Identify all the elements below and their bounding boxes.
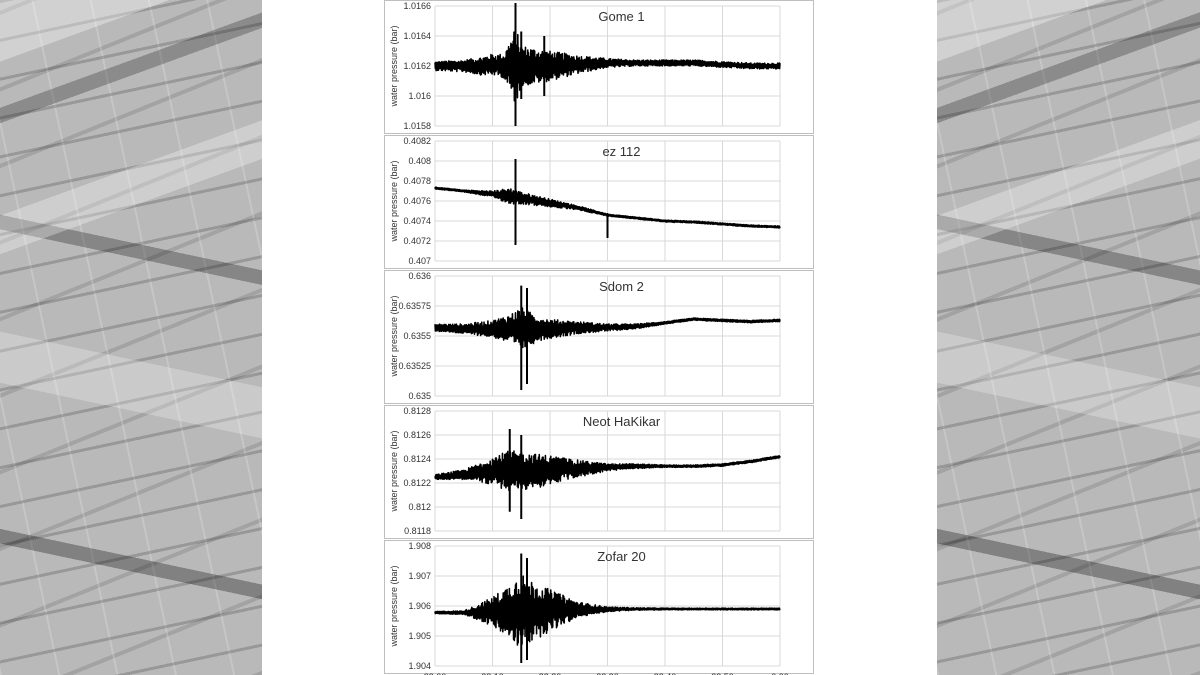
chart-panel-3: 0.635 0.63525 0.6355 0.63575 0.636 water pres…: [384, 270, 814, 404]
x-tick-label: 23:00: [424, 672, 447, 675]
y-tick-label: 1.906: [408, 601, 431, 611]
y-axis-label: water pressure (bar): [389, 430, 399, 512]
x-tick-label: 23:20: [539, 672, 562, 675]
chart-panel-1: 1.0158 1.016 1.0162 1.0164 1.0166 water press…: [384, 0, 814, 134]
y-axis-label: water pressure (bar): [389, 565, 399, 647]
y-tick-label: 0.636: [408, 271, 431, 281]
series-trace: [434, 450, 781, 492]
chart-frame: [384, 135, 814, 269]
y-tick-label: 0.8118: [404, 526, 431, 536]
x-tick-label: 23:10: [481, 672, 504, 675]
y-tick-label: 1.0166: [403, 1, 431, 11]
series-trace: [434, 575, 781, 646]
rock-photo-right: [937, 0, 1200, 675]
y-tick-label: 0.4074: [403, 216, 431, 226]
chart-title: Zofar 20: [597, 549, 645, 564]
y-tick-label: 1.905: [408, 631, 431, 641]
chart-panel-5: 1.904 1.905 1.906 1.907 1.908 23:00 23:10 23:20…: [384, 540, 814, 675]
figure-panel: 1.0158 1.016 1.0162 1.0164 1.0166 water press…: [262, 0, 937, 675]
chart-title: Gome 1: [598, 9, 644, 24]
chart-panel-4: 0.8118 0.812 0.8122 0.8124 0.8126 0.8128 water…: [384, 405, 814, 539]
chart-title: Neot HaKikar: [583, 414, 661, 429]
chart-title: ez 112: [602, 144, 640, 159]
rock-photo-left: [0, 0, 262, 675]
y-tick-label: 0.408: [408, 156, 431, 166]
chart-title: Sdom 2: [599, 279, 644, 294]
y-tick-label: 1.908: [408, 541, 431, 551]
y-axis-label: water pressure (bar): [389, 295, 399, 377]
y-tick-label: 0.63525: [398, 361, 431, 371]
y-tick-label: 0.4082: [403, 136, 431, 146]
y-tick-label: 0.4076: [403, 196, 431, 206]
chart-panel-2: 0.407 0.4072 0.4074 0.4076 0.4078 0.408 0.4082…: [384, 135, 814, 269]
y-tick-label: 0.6355: [403, 331, 431, 341]
y-tick-label: 1.0158: [403, 121, 431, 131]
y-tick-label: 0.407: [408, 256, 431, 266]
y-axis-label: water pressure (bar): [389, 25, 399, 107]
y-tick-label: 0.812: [408, 502, 431, 512]
y-tick-label: 0.8122: [403, 478, 431, 488]
y-tick-label: 1.904: [408, 661, 431, 671]
x-tick-label: 23:50: [711, 672, 734, 675]
water-pressure-charts: 1.0158 1.016 1.0162 1.0164 1.0166 water press…: [384, 0, 814, 675]
y-tick-label: 1.016: [408, 91, 431, 101]
y-tick-label: 1.907: [408, 571, 431, 581]
y-tick-label: 0.4072: [403, 236, 431, 246]
y-tick-label: 0.63575: [398, 301, 431, 311]
y-tick-label: 0.8128: [403, 406, 431, 416]
series-trace: [434, 29, 781, 102]
chart-frame: [384, 270, 814, 404]
x-tick-label: 23:40: [654, 672, 677, 675]
x-tick-label: 0:00: [771, 672, 789, 675]
y-tick-label: 0.8124: [403, 454, 431, 464]
y-tick-label: 0.8126: [403, 430, 431, 440]
x-tick-label: 23:30: [596, 672, 619, 675]
series-trace: [434, 307, 781, 349]
y-axis-label: water pressure (bar): [389, 160, 399, 242]
y-tick-label: 1.0162: [403, 61, 431, 71]
y-tick-label: 0.635: [408, 391, 431, 401]
y-tick-label: 0.4078: [403, 176, 431, 186]
y-tick-label: 1.0164: [403, 31, 431, 41]
